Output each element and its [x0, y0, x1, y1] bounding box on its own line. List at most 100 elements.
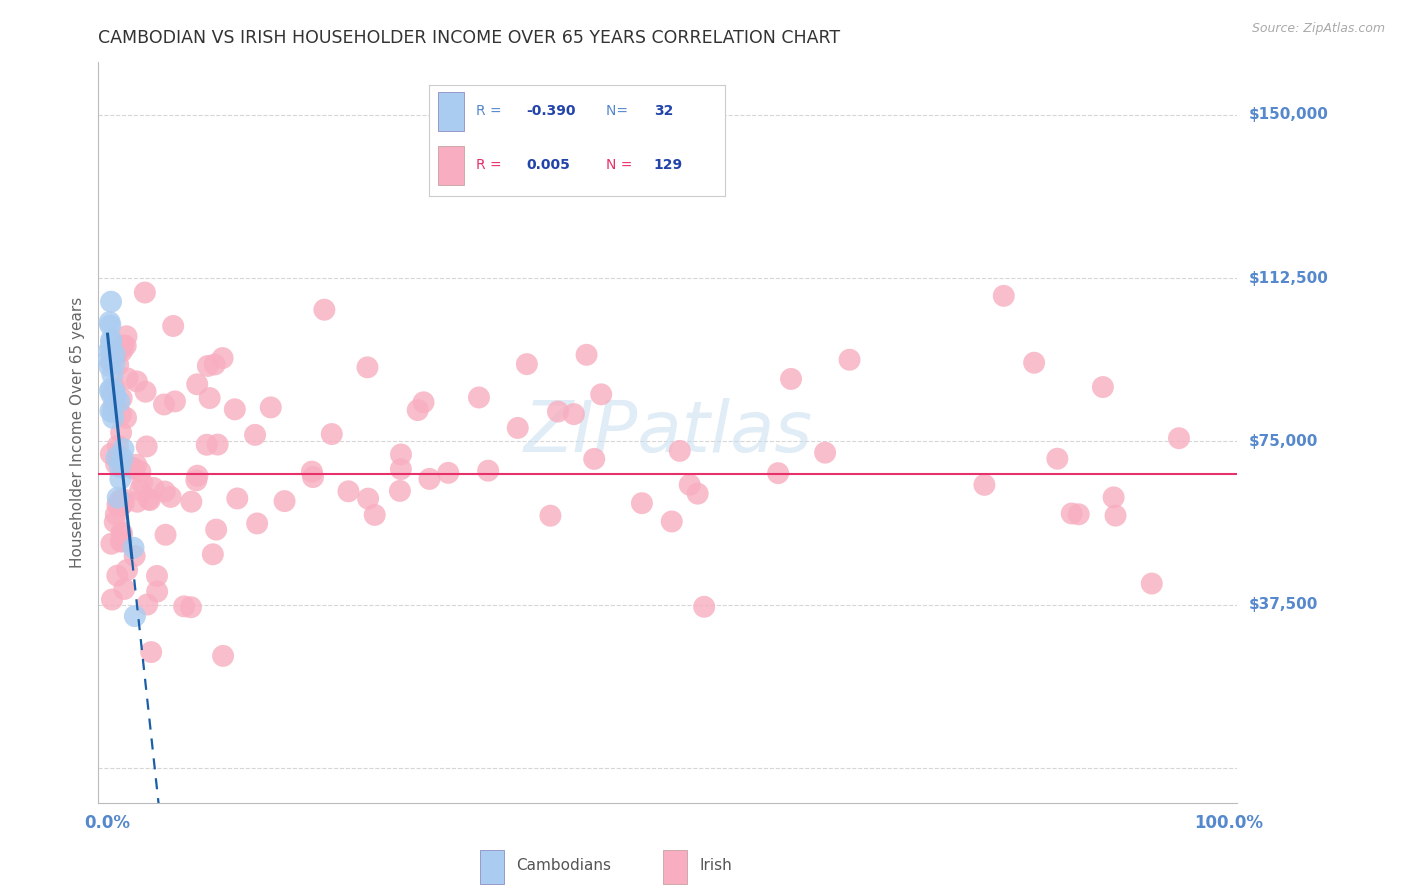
Point: [124, 462, 146, 476]
Point: [101, 368, 124, 382]
Point: [103, 399, 125, 413]
Point: [98, 315, 121, 329]
Point: [100, 537, 122, 551]
Point: [201, 547, 224, 561]
Point: [993, 289, 1015, 303]
Point: [104, 392, 127, 407]
Point: [104, 391, 127, 405]
Point: [173, 599, 195, 614]
Point: [1102, 491, 1125, 505]
Point: [766, 466, 789, 480]
Point: [226, 491, 249, 506]
Point: [139, 493, 162, 508]
Point: [98, 359, 121, 374]
Point: [100, 333, 122, 347]
Point: [105, 568, 128, 582]
Point: [100, 447, 122, 461]
Point: [112, 442, 135, 456]
Point: [780, 372, 803, 386]
Point: [477, 464, 499, 478]
Point: [111, 451, 134, 466]
Point: [135, 439, 157, 453]
Point: [180, 494, 202, 508]
Point: [101, 405, 124, 419]
Point: [115, 563, 138, 577]
Point: [111, 344, 134, 359]
Point: [1060, 507, 1083, 521]
Point: [211, 351, 233, 365]
Point: [356, 360, 378, 375]
Point: [107, 439, 129, 453]
Point: [112, 492, 135, 507]
Point: [195, 438, 218, 452]
Point: [104, 380, 127, 394]
Point: [100, 335, 122, 350]
Point: [506, 421, 529, 435]
Point: [204, 358, 226, 372]
Point: [301, 465, 323, 479]
Point: [679, 477, 702, 491]
Point: [105, 498, 128, 512]
Point: [107, 491, 129, 505]
Point: [389, 462, 412, 476]
Point: [302, 470, 325, 484]
Point: [243, 428, 266, 442]
Point: [814, 445, 837, 459]
Point: [668, 443, 690, 458]
Point: [321, 427, 343, 442]
Point: [686, 486, 709, 500]
Point: [661, 515, 683, 529]
Point: [121, 461, 143, 475]
Point: [134, 384, 156, 399]
Text: Source: ZipAtlas.com: Source: ZipAtlas.com: [1251, 22, 1385, 36]
Point: [111, 528, 134, 542]
Point: [207, 437, 229, 451]
Text: CAMBODIAN VS IRISH HOUSEHOLDER INCOME OVER 65 YEARS CORRELATION CHART: CAMBODIAN VS IRISH HOUSEHOLDER INCOME OV…: [98, 29, 841, 47]
Point: [153, 397, 176, 411]
Point: [98, 344, 121, 359]
Point: [136, 598, 159, 612]
Point: [104, 508, 127, 522]
Point: [357, 491, 380, 506]
Point: [110, 425, 132, 440]
Point: [110, 472, 132, 486]
Point: [224, 402, 246, 417]
Point: [547, 404, 569, 418]
Point: [104, 389, 127, 403]
Point: [101, 411, 124, 425]
Point: [273, 494, 295, 508]
Point: [337, 484, 360, 499]
Point: [125, 375, 148, 389]
Point: [103, 384, 125, 398]
Point: [141, 645, 163, 659]
Point: [112, 338, 135, 352]
Point: [389, 448, 412, 462]
Text: $150,000: $150,000: [1249, 107, 1329, 122]
Point: [100, 342, 122, 356]
Point: [180, 600, 202, 615]
Point: [111, 525, 134, 540]
Point: [142, 481, 165, 495]
Point: [575, 348, 598, 362]
Point: [693, 599, 716, 614]
Point: [111, 391, 134, 405]
Point: [108, 460, 131, 475]
Text: ZIPatlas: ZIPatlas: [523, 398, 813, 467]
Point: [104, 347, 127, 361]
Text: $37,500: $37,500: [1249, 597, 1317, 612]
Point: [97, 352, 120, 367]
Point: [197, 359, 219, 373]
Point: [134, 285, 156, 300]
Point: [108, 493, 131, 508]
Point: [1024, 356, 1046, 370]
Point: [125, 458, 148, 472]
Point: [124, 549, 146, 563]
Point: [98, 318, 121, 333]
Point: [162, 318, 184, 333]
Point: [112, 496, 135, 510]
Point: [100, 355, 122, 369]
Point: [1046, 451, 1069, 466]
Point: [418, 472, 440, 486]
Point: [1067, 508, 1090, 522]
Text: $75,000: $75,000: [1249, 434, 1317, 449]
